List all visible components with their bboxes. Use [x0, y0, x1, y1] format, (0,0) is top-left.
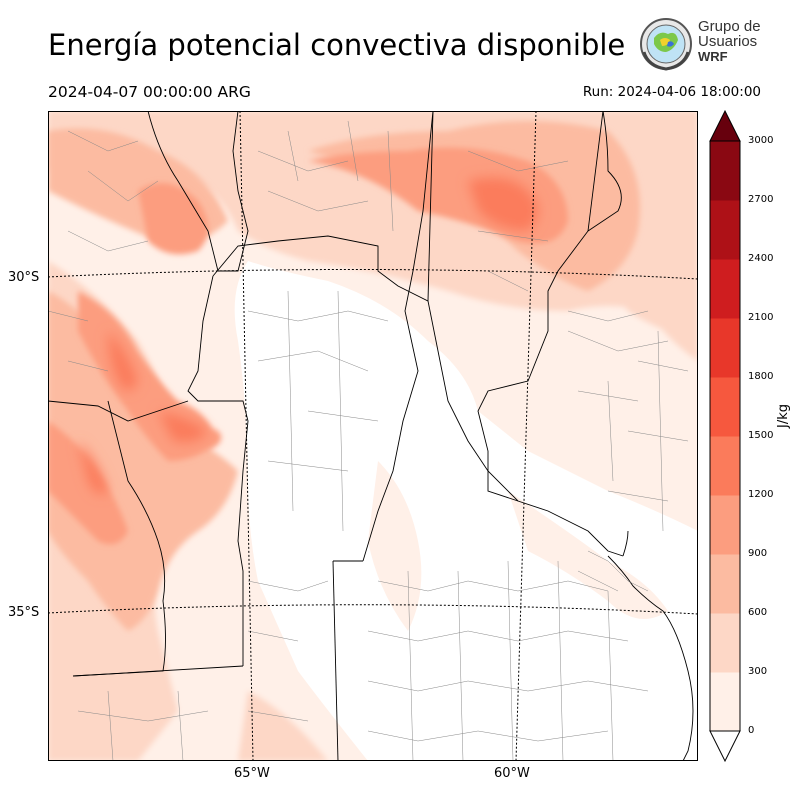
- map-title: Energía potencial convectiva disponible: [48, 28, 626, 62]
- lat-label-35s: 35°S: [8, 605, 40, 620]
- lon-label-65w: 65°W: [234, 766, 270, 781]
- colorbar-tick-label: 1800: [748, 371, 774, 382]
- colorbar-band: [710, 141, 740, 201]
- colorbar-tick-label: 3000: [748, 135, 774, 146]
- wrf-logo: Grupo de Usuarios WRF: [638, 16, 768, 72]
- colorbar-band: [710, 554, 740, 614]
- cape-field-1200-1500: [78, 177, 538, 495]
- lat-label-30s: 30°S: [8, 270, 40, 285]
- colorbar-tick-label: 600: [748, 607, 768, 618]
- colorbar-tick-label: 2100: [748, 312, 774, 323]
- colorbar-band: [710, 318, 740, 378]
- logo-line-1: Grupo de: [698, 18, 761, 35]
- colorbar: [709, 110, 741, 762]
- logo-text: Grupo de Usuarios WRF: [698, 19, 761, 64]
- wrf-globe-icon: [640, 18, 692, 71]
- colorbar-band: [710, 200, 740, 260]
- colorbar-tick-label: 0: [748, 725, 755, 736]
- coastline: [607, 530, 694, 761]
- colorbar-band: [710, 377, 740, 437]
- colorbar-tick-label: 2700: [748, 194, 774, 205]
- colorbar-tick-label: 300: [748, 666, 768, 677]
- colorbar-tick-label: 900: [748, 548, 768, 559]
- colorbar-min-arrow: [709, 730, 741, 762]
- colorbar-tick-label: 1200: [748, 489, 774, 500]
- colorbar-unit: J/kg: [776, 404, 791, 428]
- run-time: Run: 2024-04-06 18:00:00: [582, 84, 761, 100]
- colorbar-max-arrow: [709, 110, 741, 142]
- province-boundaries: [48, 111, 624, 761]
- cape-map: [48, 111, 698, 761]
- colorbar-band: [710, 613, 740, 673]
- graticule: [48, 111, 698, 761]
- colorbar-band: [710, 495, 740, 555]
- logo-line-3: WRF: [698, 49, 728, 64]
- colorbar-band: [710, 672, 740, 732]
- logo-line-2: Usuarios: [698, 33, 758, 50]
- lon-label-60w: 60°W: [494, 766, 530, 781]
- map-frame: [48, 111, 698, 761]
- colorbar-frame: [709, 140, 741, 732]
- department-boundaries: [48, 120, 689, 761]
- colorbar-tick-label: 1500: [748, 430, 774, 441]
- colorbar-band: [710, 259, 740, 319]
- colorbar-tick-label: 2400: [748, 253, 774, 264]
- colorbar-band: [710, 436, 740, 496]
- valid-time: 2024-04-07 00:00:00 ARG: [48, 83, 251, 101]
